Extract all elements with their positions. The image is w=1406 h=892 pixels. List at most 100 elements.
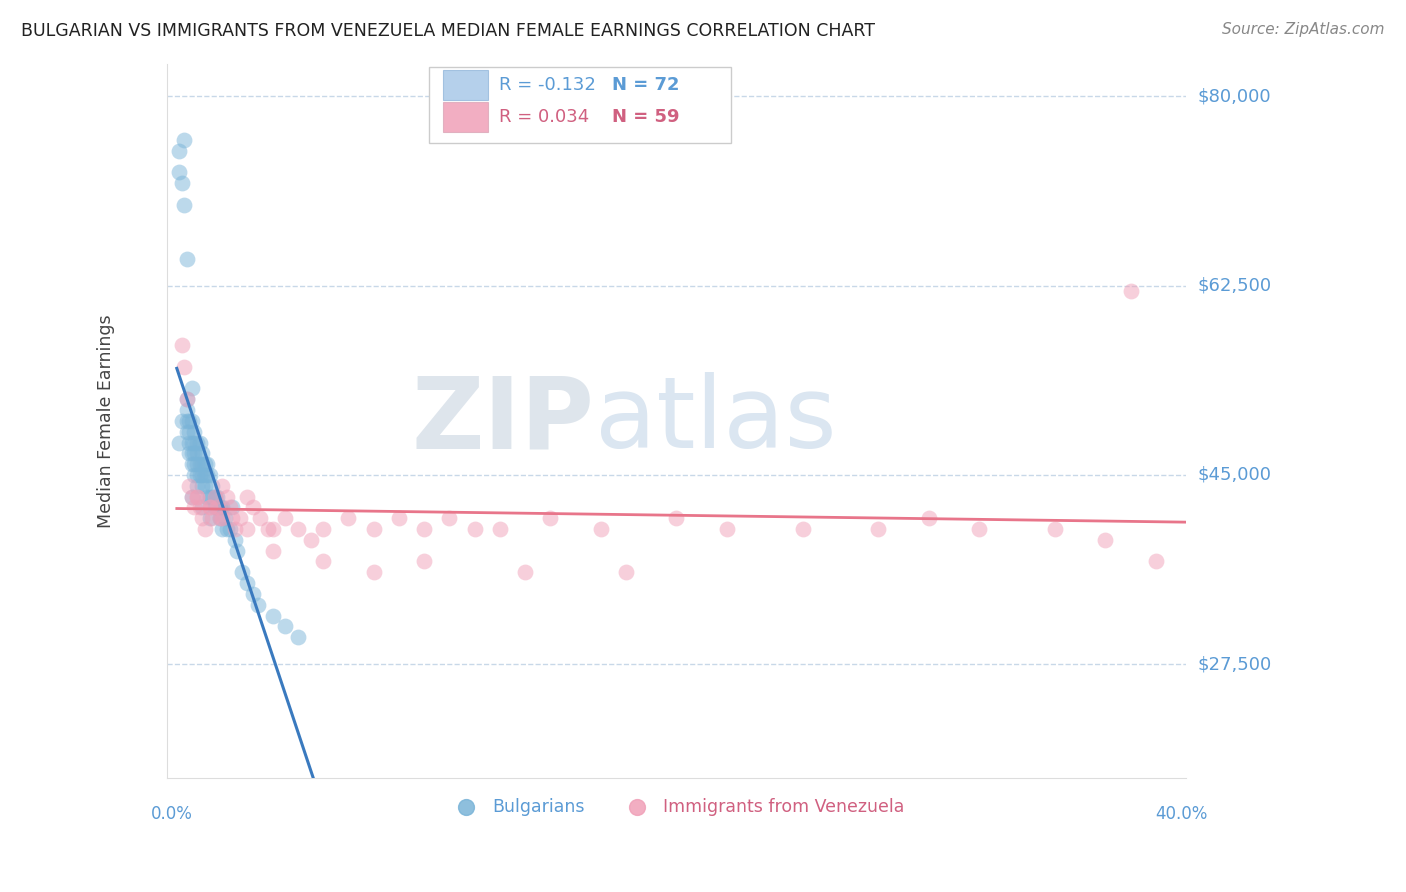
Point [204, 500, 226, 515]
Point [464, 522, 486, 536]
Point [204, 490, 226, 504]
Text: Source: ZipAtlas.com: Source: ZipAtlas.com [1222, 22, 1385, 37]
Point [201, 511, 224, 525]
Point [363, 566, 385, 580]
Point [246, 598, 269, 612]
Point [918, 511, 941, 525]
Point [193, 479, 215, 493]
Text: $80,000: $80,000 [1198, 87, 1271, 105]
Point [665, 511, 688, 525]
Point [183, 446, 205, 460]
Point [191, 446, 214, 460]
Point [299, 533, 322, 547]
Point [204, 490, 226, 504]
Point [173, 359, 195, 374]
Point [413, 522, 436, 536]
Point [224, 522, 246, 536]
Point [176, 252, 198, 266]
Point [191, 457, 214, 471]
Point [181, 381, 204, 395]
Point [226, 543, 249, 558]
Point [287, 522, 309, 536]
Point [188, 500, 211, 515]
Point [716, 522, 738, 536]
Point [413, 554, 436, 568]
Point [363, 522, 385, 536]
Point [193, 467, 215, 482]
Point [186, 435, 208, 450]
Point [183, 467, 205, 482]
Point [169, 165, 191, 179]
Point [538, 511, 561, 525]
Point [211, 522, 233, 536]
Point [198, 490, 221, 504]
Point [201, 479, 224, 493]
Point [181, 446, 204, 460]
Point [181, 435, 204, 450]
Point [229, 511, 252, 525]
Point [312, 554, 335, 568]
Point [205, 490, 228, 504]
Point [183, 435, 205, 450]
Point [221, 500, 243, 515]
Text: $45,000: $45,000 [1198, 466, 1271, 484]
Text: R = 0.034: R = 0.034 [499, 108, 589, 126]
Point [201, 490, 224, 504]
Point [183, 500, 205, 515]
Point [191, 467, 214, 482]
Text: ZIP: ZIP [412, 372, 595, 469]
Point [287, 630, 309, 644]
Point [173, 133, 195, 147]
Point [792, 522, 814, 536]
Point [236, 522, 259, 536]
Point [262, 543, 284, 558]
Point [181, 490, 204, 504]
Point [186, 479, 208, 493]
Point [186, 467, 208, 482]
Point [211, 500, 233, 515]
Point [176, 403, 198, 417]
Point [218, 500, 240, 515]
Point [191, 479, 214, 493]
Point [176, 392, 198, 407]
Point [488, 522, 510, 536]
Point [191, 500, 214, 515]
Point [195, 457, 218, 471]
Legend: Bulgarians, Immigrants from Venezuela: Bulgarians, Immigrants from Venezuela [441, 790, 911, 822]
Point [183, 457, 205, 471]
Point [208, 511, 231, 525]
Point [967, 522, 990, 536]
Text: R = -0.132: R = -0.132 [499, 76, 596, 94]
Point [337, 511, 360, 525]
Point [211, 511, 233, 525]
Text: N = 72: N = 72 [612, 76, 679, 94]
Text: 0.0%: 0.0% [150, 805, 193, 823]
Point [191, 511, 214, 525]
Point [236, 576, 259, 591]
Point [181, 457, 204, 471]
Point [170, 414, 193, 428]
Point [179, 414, 201, 428]
Point [312, 522, 335, 536]
Point [224, 533, 246, 547]
Point [186, 446, 208, 460]
Point [214, 511, 236, 525]
Point [513, 566, 536, 580]
Point [242, 587, 264, 601]
Point [186, 490, 208, 504]
Point [236, 490, 259, 504]
Point [388, 511, 411, 525]
Point [274, 619, 297, 633]
Point [198, 467, 221, 482]
Point [176, 414, 198, 428]
Point [231, 566, 253, 580]
Point [195, 467, 218, 482]
Text: Median Female Earnings: Median Female Earnings [97, 314, 114, 528]
Point [262, 608, 284, 623]
Point [173, 197, 195, 211]
Point [188, 435, 211, 450]
Point [176, 425, 198, 439]
Point [188, 467, 211, 482]
Text: atlas: atlas [595, 372, 837, 469]
Point [195, 490, 218, 504]
